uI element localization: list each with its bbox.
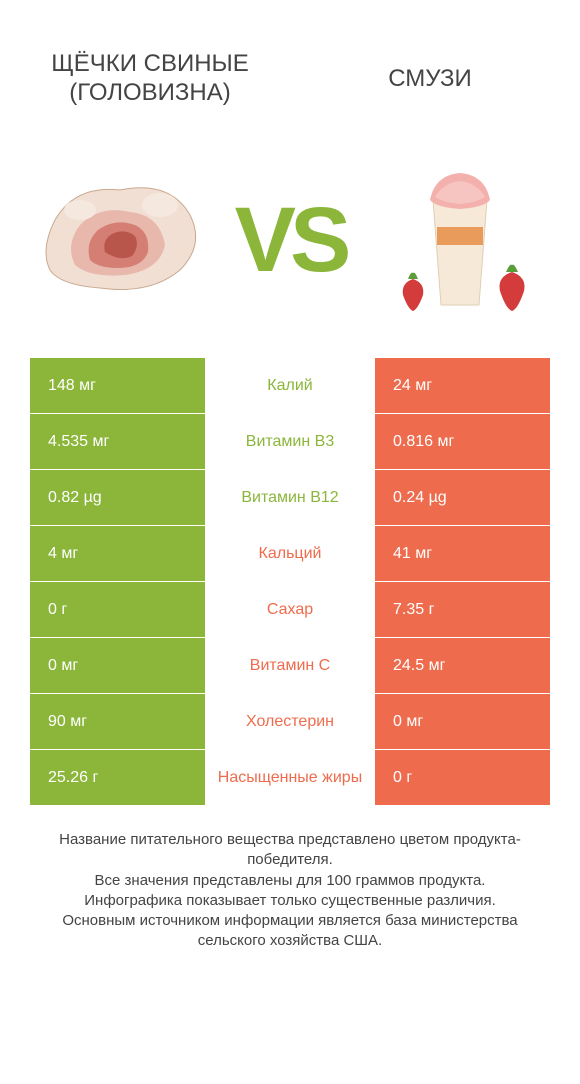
table-row: 0 гСахар7.35 г (30, 582, 550, 638)
title-right: Смузи (290, 65, 570, 94)
comparison-table: 148 мгКалий24 мг4.535 мгВитамин B30.816 … (30, 358, 550, 806)
title-left: Щёчки свиные (головизна) (10, 50, 290, 108)
table-row: 90 мгХолестерин0 мг (30, 694, 550, 750)
table-row: 4 мгКальций41 мг (30, 526, 550, 582)
cell-right-value: 41 мг (375, 526, 550, 582)
table-row: 148 мгКалий24 мг (30, 358, 550, 414)
cell-nutrient-label: Витамин B3 (205, 414, 375, 470)
meat-illustration (30, 160, 210, 320)
cell-left-value: 25.26 г (30, 750, 205, 806)
cell-left-value: 4.535 мг (30, 414, 205, 470)
cell-left-value: 4 мг (30, 526, 205, 582)
illustration-row: VS (0, 140, 580, 340)
cell-right-value: 24 мг (375, 358, 550, 414)
cell-nutrient-label: Калий (205, 358, 375, 414)
cell-left-value: 148 мг (30, 358, 205, 414)
cell-right-value: 24.5 мг (375, 638, 550, 694)
table-row: 0 мгВитамин C24.5 мг (30, 638, 550, 694)
cell-nutrient-label: Холестерин (205, 694, 375, 750)
cell-left-value: 0 мг (30, 638, 205, 694)
cell-nutrient-label: Насыщенные жиры (205, 750, 375, 806)
smoothie-illustration (370, 160, 550, 320)
cell-nutrient-label: Кальций (205, 526, 375, 582)
footer-line: Все значения представлены для 100 граммо… (30, 871, 550, 891)
cell-right-value: 7.35 г (375, 582, 550, 638)
cell-nutrient-label: Витамин C (205, 638, 375, 694)
cell-left-value: 0 г (30, 582, 205, 638)
cell-nutrient-label: Сахар (205, 582, 375, 638)
cell-nutrient-label: Витамин B12 (205, 470, 375, 526)
cell-left-value: 0.82 µg (30, 470, 205, 526)
footer-line: Основным источником информации является … (30, 911, 550, 952)
table-row: 4.535 мгВитамин B30.816 мг (30, 414, 550, 470)
table-row: 0.82 µgВитамин B120.24 µg (30, 470, 550, 526)
header: Щёчки свиные (головизна) Смузи (0, 0, 580, 140)
cell-right-value: 0.816 мг (375, 414, 550, 470)
vs-label: VS (235, 188, 346, 293)
table-row: 25.26 гНасыщенные жиры0 г (30, 750, 550, 806)
cell-right-value: 0.24 µg (375, 470, 550, 526)
cell-right-value: 0 г (375, 750, 550, 806)
footer-note: Название питательного вещества представл… (30, 830, 550, 952)
footer-line: Название питательного вещества представл… (30, 830, 550, 871)
cell-right-value: 0 мг (375, 694, 550, 750)
cell-left-value: 90 мг (30, 694, 205, 750)
footer-line: Инфографика показывает только существенн… (30, 891, 550, 911)
